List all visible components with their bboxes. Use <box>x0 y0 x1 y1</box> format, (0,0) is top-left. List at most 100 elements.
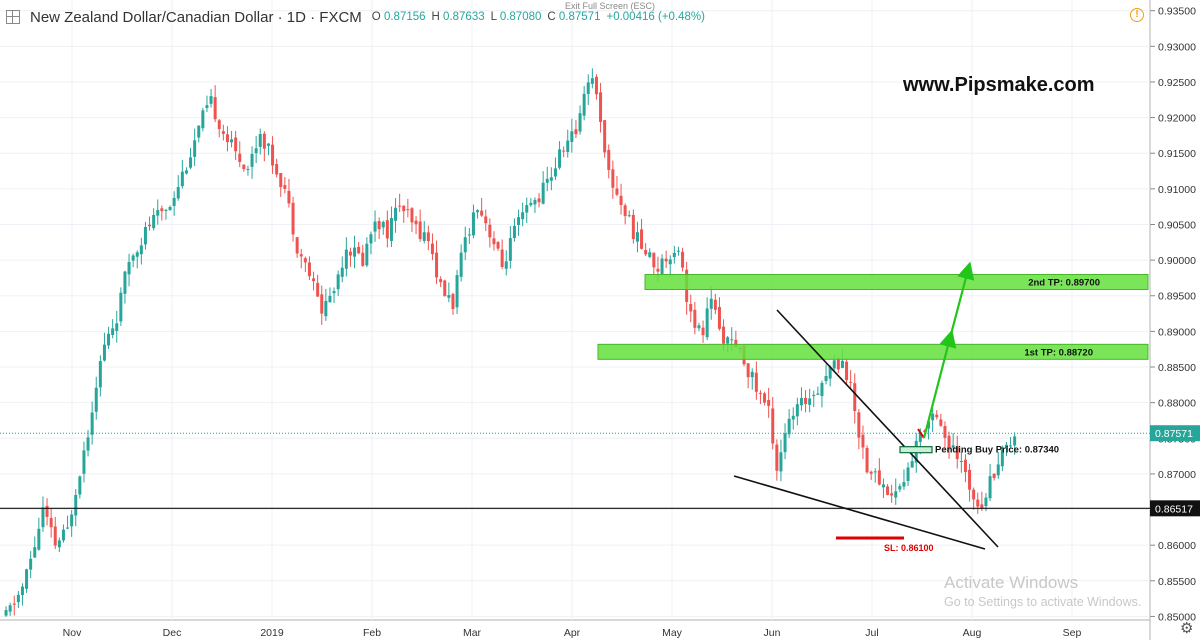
y-tick-label: 0.87000 <box>1158 469 1196 481</box>
candle-body <box>476 210 480 213</box>
candle-body <box>693 309 697 328</box>
o-label: O <box>371 11 381 23</box>
y-tick-label: 0.90000 <box>1158 255 1196 267</box>
hline-price-tag-bg <box>1150 500 1200 517</box>
candle-body <box>496 242 500 249</box>
candle-body <box>426 232 430 242</box>
candle-body <box>234 137 238 152</box>
candle-body <box>463 237 467 253</box>
candle-body <box>611 169 615 188</box>
candle-body <box>275 164 279 175</box>
candle-body <box>656 268 660 272</box>
candle-body <box>410 208 414 223</box>
candle-body <box>250 153 254 167</box>
candle-body <box>660 258 664 274</box>
candle-body <box>348 251 352 256</box>
candle-body <box>931 413 935 421</box>
change-value: +0.00416 (+0.48%) <box>606 11 705 23</box>
candle-body <box>312 278 316 282</box>
candle-body <box>545 178 549 183</box>
last-price-tag: 0.87571 <box>1155 428 1193 440</box>
candle-body <box>373 221 377 232</box>
candle-body <box>558 149 562 168</box>
candle-body <box>873 471 877 473</box>
alert-icon[interactable]: ! <box>1130 8 1144 22</box>
candle-body <box>730 339 734 341</box>
candle-body <box>164 209 168 211</box>
candle-body <box>775 444 779 471</box>
candle-body <box>209 96 213 104</box>
y-tick-label: 0.85000 <box>1158 611 1196 623</box>
candle-body <box>599 92 603 122</box>
symbol-title[interactable]: New Zealand Dollar/Canadian Dollar · 1D … <box>30 8 362 26</box>
candle-body <box>279 172 283 188</box>
candle-body <box>246 169 250 171</box>
chart-layout-icon[interactable] <box>6 10 20 24</box>
candle-body <box>705 308 709 338</box>
candle-body <box>791 415 795 420</box>
candle-body <box>98 361 102 388</box>
candle-body <box>430 243 434 255</box>
hline-price-tag: 0.86517 <box>1155 503 1193 515</box>
candle-body <box>78 476 82 495</box>
candle-body <box>258 134 262 147</box>
candle-body <box>16 594 20 603</box>
candle-body <box>955 446 959 460</box>
candle-body <box>328 295 332 303</box>
candle-body <box>135 252 139 257</box>
candle-body <box>160 208 164 212</box>
settings-icon[interactable]: ⚙ <box>1180 620 1194 637</box>
candle-body <box>287 190 291 204</box>
candle-body <box>143 227 147 245</box>
candle-body <box>176 187 180 199</box>
candle-body <box>307 262 311 277</box>
candle-body <box>976 499 980 507</box>
candle-body <box>771 408 775 444</box>
candle-body <box>836 359 840 370</box>
entry-label: Pending Buy Price: 0.87340 <box>935 445 1059 456</box>
candle-body <box>750 371 754 378</box>
candle-body <box>832 360 836 369</box>
entry-red-tick <box>917 428 925 439</box>
candle-body <box>640 229 644 249</box>
candle-body <box>553 168 557 177</box>
candle-body <box>881 484 885 488</box>
candle-body <box>230 139 234 143</box>
candle-body <box>123 271 127 294</box>
exit-fullscreen-hint[interactable]: Exit Full Screen (ESC) <box>565 1 656 11</box>
candle-body <box>816 393 820 395</box>
candle-body <box>480 210 484 216</box>
candle-body <box>184 170 188 174</box>
candle-body <box>849 381 853 383</box>
h-label: H <box>431 11 440 23</box>
candle-body <box>935 414 939 418</box>
candle-body <box>295 237 299 254</box>
upper-trendline <box>776 309 999 548</box>
tp1-label: 1st TP: 0.88720 <box>1024 347 1093 358</box>
candle-body <box>845 361 849 381</box>
candle-body <box>336 274 340 290</box>
x-tick-label: 2019 <box>260 627 284 639</box>
candle-body <box>406 209 410 211</box>
y-tick-label: 0.86000 <box>1158 540 1196 552</box>
candle-body <box>898 486 902 490</box>
candle-body <box>344 249 348 269</box>
candle-body <box>365 243 369 266</box>
candle-body <box>447 295 451 298</box>
y-tick-label: 0.90500 <box>1158 219 1196 231</box>
candle-body <box>41 507 45 528</box>
candle-body <box>767 400 771 406</box>
candle-body <box>131 255 135 261</box>
candle-body <box>623 205 627 217</box>
candle-body <box>205 105 209 109</box>
candle-body <box>713 299 717 310</box>
candle-body <box>152 214 156 229</box>
chart-header: New Zealand Dollar/Canadian Dollar · 1D … <box>6 6 705 28</box>
candle-body <box>664 258 668 262</box>
y-tick-label: 0.88500 <box>1158 362 1196 374</box>
candle-body <box>254 148 258 154</box>
candle-body <box>943 426 947 438</box>
candle-body <box>172 197 176 206</box>
candle-body <box>340 267 344 277</box>
